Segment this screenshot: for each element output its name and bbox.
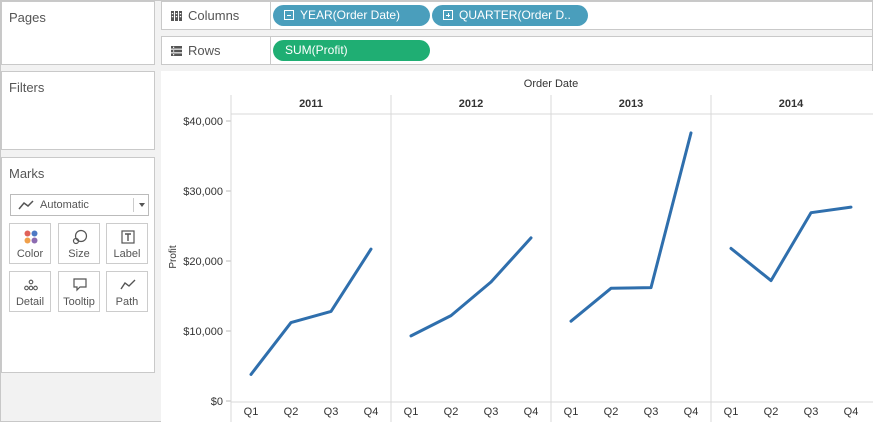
pill-text: YEAR(Order Date) [300,8,401,22]
size-icon [72,229,88,245]
profit-line-2014 [729,205,853,283]
line-chart[interactable]: Order Date Profit $0 $10,000 $20,000 $30,000 $… [161,71,873,422]
label-icon [121,230,135,244]
y-axis-title: Profit [168,245,179,269]
year-header-2013: 2013 [619,98,643,110]
quarter-tick-label: Q3 [804,406,819,418]
pill-text: QUARTER(Order D.. [459,8,571,22]
pages-card-title: Pages [9,10,46,25]
filters-card-title: Filters [9,80,45,95]
line-mark-icon [18,200,34,210]
quarter-tick-label: Q2 [764,406,779,418]
quarter-tick-label: Q4 [524,406,539,418]
quarter-tick-label: Q4 [364,406,379,418]
collapse-icon[interactable] [284,10,294,20]
y-tick-label: $30,000 [183,186,223,198]
label-button-label: Label [113,248,141,260]
path-button-label: Path [115,296,139,308]
year-header-2011: 2011 [299,98,323,110]
profit-line-2012 [409,236,533,338]
quarter-tick-label: Q2 [604,406,619,418]
quarter-tick-label: Q1 [244,406,259,418]
header-title: Order Date [524,78,578,90]
quarter-tick-label: Q1 [404,406,419,418]
rows-icon [171,46,182,56]
year-order-date-pill[interactable]: YEAR(Order Date) [273,5,430,26]
expand-icon[interactable] [443,10,453,20]
chevron-down-icon[interactable] [139,203,145,207]
mark-type-dropdown[interactable]: Automatic [10,194,149,216]
tooltip-icon [73,278,87,292]
quarter-order-date-pill[interactable]: QUARTER(Order D.. [432,5,588,26]
quarter-tick-label: Q2 [284,406,299,418]
quarter-tick-label: Q1 [564,406,579,418]
year-header-2014: 2014 [779,98,804,110]
quarter-tick-label: Q3 [644,406,659,418]
columns-shelf[interactable]: Columns YEAR(Order Date) QUARTER(Order D… [161,1,873,30]
profit-line-2011 [249,247,373,376]
y-tick-label: $0 [211,396,223,408]
columns-shelf-header: Columns [162,2,271,29]
path-icon [120,279,136,290]
year-header-2012: 2012 [459,98,483,110]
rows-shelf-header: Rows [162,37,271,64]
color-button[interactable]: Color [9,223,51,264]
marks-card-title: Marks [9,166,45,181]
quarter-tick-label: Q1 [724,406,739,418]
y-tick-label: $20,000 [183,256,223,268]
rows-shelf-label: Rows [188,43,221,58]
dropdown-separator [133,198,134,212]
quarter-tick-label: Q4 [684,406,699,418]
detail-button[interactable]: Detail [9,271,51,312]
tooltip-button[interactable]: Tooltip [58,271,100,312]
y-tick-label: $10,000 [183,326,223,338]
filters-card[interactable]: Filters [1,71,155,150]
quarter-tick-label: Q2 [444,406,459,418]
pill-text: SUM(Profit) [285,43,348,57]
color-icon [24,230,38,244]
profit-line-2013 [569,131,693,323]
y-tick-label: $40,000 [183,116,223,128]
marks-card: Marks Automatic Color Size Label [1,157,155,373]
size-button[interactable]: Size [58,223,100,264]
path-button[interactable]: Path [106,271,148,312]
quarter-tick-label: Q3 [324,406,339,418]
quarter-tick-label: Q3 [484,406,499,418]
viz-view[interactable]: Order Date Profit $0 $10,000 $20,000 $30,000 $… [161,71,873,422]
detail-icon [24,279,38,291]
label-button[interactable]: Label [106,223,148,264]
sum-profit-pill[interactable]: SUM(Profit) [273,40,430,61]
tooltip-button-label: Tooltip [63,296,95,308]
detail-button-label: Detail [15,296,45,308]
rows-shelf[interactable]: Rows SUM(Profit) [161,36,873,65]
mark-type-label: Automatic [40,199,89,211]
size-button-label: Size [68,248,90,260]
pages-card[interactable]: Pages [1,1,155,65]
columns-shelf-label: Columns [188,8,240,23]
columns-icon [171,11,182,21]
quarter-tick-label: Q4 [844,406,859,418]
color-button-label: Color [16,248,44,260]
